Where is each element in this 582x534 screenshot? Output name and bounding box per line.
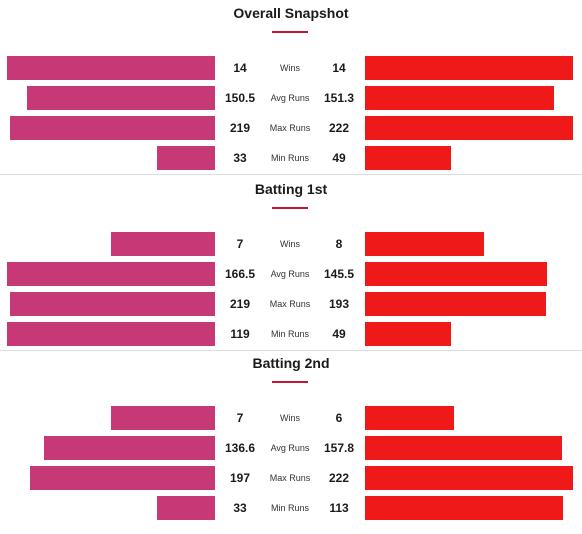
section-title-underline (272, 381, 308, 383)
stat-label: Max Runs (269, 123, 311, 133)
team-b-bar (365, 436, 562, 460)
team-a-bar (157, 496, 215, 520)
team-a-bar (111, 232, 215, 256)
team-b-value: 193 (328, 297, 350, 311)
stat-label: Wins (280, 63, 300, 73)
team-a-value: 197 (229, 471, 251, 485)
team-b-bar (365, 116, 573, 140)
stat-label: Min Runs (270, 329, 309, 339)
team-b-bar (365, 466, 573, 490)
team-b-value: 151.3 (323, 91, 355, 105)
section-title: Overall Snapshot (233, 5, 349, 21)
team-a-bar (10, 292, 215, 316)
team-b-value: 49 (332, 151, 346, 165)
team-b-value: 6 (335, 411, 343, 425)
team-b-bar (365, 56, 573, 80)
team-a-value: 14 (233, 61, 247, 75)
team-a-bar (10, 116, 215, 140)
stat-label: Avg Runs (270, 93, 310, 103)
stat-label: Avg Runs (270, 443, 310, 453)
team-a-bar (30, 466, 215, 490)
team-b-bar (365, 86, 554, 110)
team-b-value: 113 (329, 501, 349, 515)
stat-row-wins: 14 Wins 14 (0, 56, 582, 80)
team-b-bar (365, 292, 546, 316)
team-b-value: 222 (328, 471, 350, 485)
stat-label: Max Runs (269, 473, 311, 483)
team-b-bar (365, 322, 451, 346)
stat-label: Max Runs (269, 299, 311, 309)
team-b-value: 14 (332, 61, 346, 75)
team-a-bar (111, 406, 215, 430)
section-title-underline (272, 31, 308, 33)
team-b-value: 157.8 (323, 441, 355, 455)
team-b-bar (365, 146, 451, 170)
team-b-bar (365, 406, 454, 430)
team-a-bar (7, 322, 215, 346)
stat-row-min-runs: 33 Min Runs 113 (0, 496, 582, 520)
team-a-value: 166.5 (224, 267, 256, 281)
section-title: Batting 2nd (252, 355, 330, 371)
team-a-bar (27, 86, 215, 110)
team-a-value: 219 (229, 297, 251, 311)
team-a-value: 7 (236, 237, 244, 251)
section-title: Batting 1st (254, 181, 328, 197)
stat-label: Wins (280, 413, 300, 423)
stat-label: Min Runs (270, 153, 309, 163)
team-b-value: 49 (332, 327, 346, 341)
team-a-value: 7 (236, 411, 244, 425)
section-batting-1st: Batting 1st 7 Wins 8 166.5 Avg Runs 145.5 219 Ma… (0, 176, 582, 351)
team-b-value: 8 (335, 237, 343, 251)
team-b-bar (365, 496, 563, 520)
team-a-bar (157, 146, 215, 170)
stat-row-wins: 7 Wins 6 (0, 406, 582, 430)
team-a-value: 119 (230, 327, 250, 341)
stat-row-min-runs: 33 Min Runs 49 (0, 146, 582, 170)
team-a-value: 150.5 (224, 91, 256, 105)
stat-row-max-runs: 197 Max Runs 222 (0, 466, 582, 490)
team-a-bar (7, 56, 215, 80)
team-a-bar (44, 436, 215, 460)
team-b-bar (365, 262, 547, 286)
team-b-value: 222 (328, 121, 350, 135)
team-a-value: 219 (229, 121, 251, 135)
stat-row-wins: 7 Wins 8 (0, 232, 582, 256)
stat-row-min-runs: 119 Min Runs 49 (0, 322, 582, 346)
team-b-bar (365, 232, 484, 256)
section-batting-2nd: Batting 2nd 7 Wins 6 136.6 Avg Runs 157.8 197 Ma… (0, 350, 582, 524)
team-a-value: 33 (233, 151, 247, 165)
team-a-value: 33 (233, 501, 247, 515)
stat-row-max-runs: 219 Max Runs 222 (0, 116, 582, 140)
stat-row-avg-runs: 166.5 Avg Runs 145.5 (0, 262, 582, 286)
team-a-bar (7, 262, 215, 286)
stat-row-avg-runs: 150.5 Avg Runs 151.3 (0, 86, 582, 110)
stat-row-max-runs: 219 Max Runs 193 (0, 292, 582, 316)
team-a-value: 136.6 (224, 441, 256, 455)
section-overall-snapshot: Overall Snapshot 14 Wins 14 150.5 Avg Runs 151… (0, 0, 582, 175)
stat-row-avg-runs: 136.6 Avg Runs 157.8 (0, 436, 582, 460)
stat-label: Min Runs (270, 503, 309, 513)
stat-label: Wins (280, 239, 300, 249)
stat-label: Avg Runs (270, 269, 310, 279)
team-b-value: 145.5 (323, 267, 355, 281)
section-title-underline (272, 207, 308, 209)
